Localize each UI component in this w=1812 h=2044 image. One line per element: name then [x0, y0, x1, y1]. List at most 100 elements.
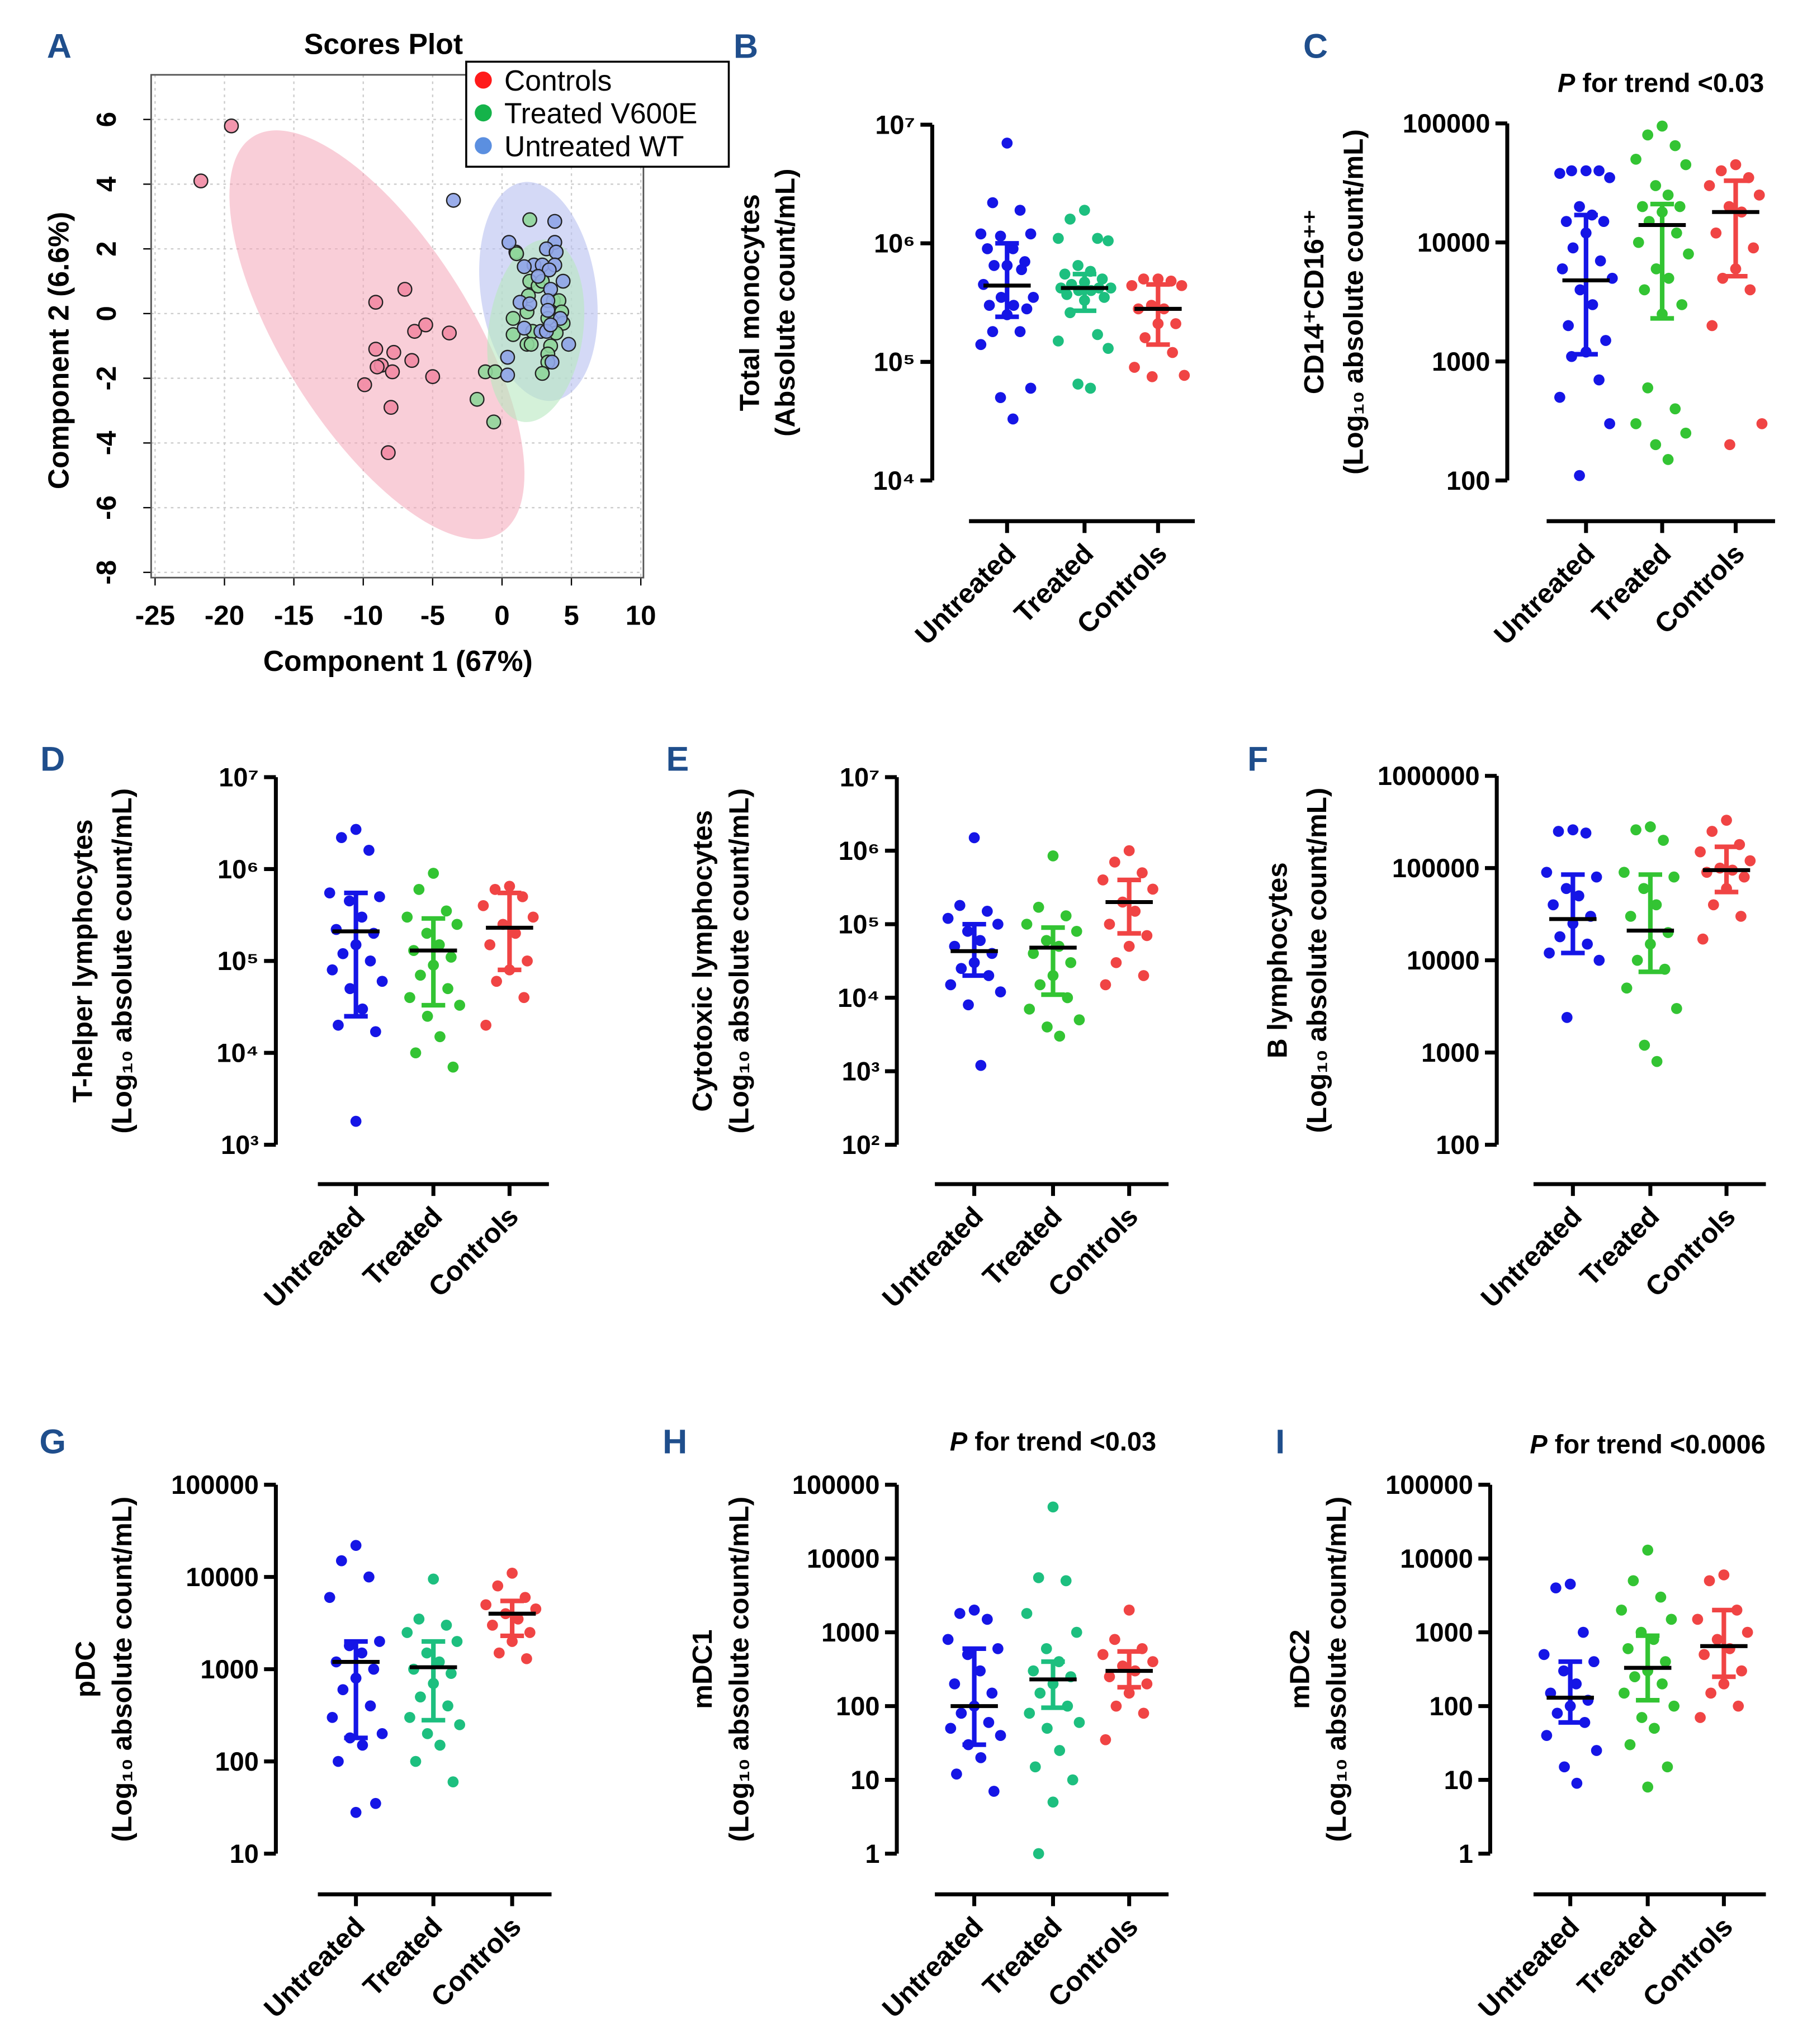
panel-a-scores-plot: A Scores Plot-25 -20 -15 -10 -5 0 5 10-8-6-4-202…	[42, 27, 730, 677]
data-point	[988, 1786, 1000, 1797]
y-tick-label: 100	[1430, 1691, 1473, 1721]
plot-frame	[150, 74, 645, 579]
data-point	[1554, 931, 1565, 943]
data-point	[1078, 205, 1090, 216]
group-controls	[477, 881, 539, 1031]
data-point	[363, 1571, 375, 1583]
group-treated	[1630, 120, 1694, 465]
y-axis-label: mDC1	[687, 1629, 718, 1709]
data-point	[350, 1115, 362, 1127]
data-point	[962, 1649, 973, 1660]
data-point-treated-v600e	[523, 337, 539, 352]
data-point	[1129, 362, 1140, 373]
y-tick-label: 10²	[842, 1130, 880, 1160]
data-point	[1660, 1656, 1671, 1668]
data-point	[1588, 1656, 1600, 1668]
y-tick-label: 1000	[821, 1617, 879, 1647]
y-tick-label: 10000	[1407, 945, 1480, 975]
data-point	[1642, 382, 1654, 394]
data-point-treated-v600e	[486, 414, 502, 430]
data-point	[995, 392, 1006, 404]
legend-marker	[475, 137, 492, 154]
data-point	[1073, 1717, 1085, 1728]
data-point	[1551, 1707, 1563, 1719]
data-point	[1668, 1700, 1680, 1712]
group-controls	[480, 1567, 542, 1664]
y-tick-label: 10⁴	[216, 1038, 258, 1068]
data-point	[1638, 883, 1649, 895]
data-point	[1676, 299, 1688, 310]
data-point	[992, 1643, 1004, 1654]
p-for-trend-annotation: P for trend <0.03	[950, 1427, 1156, 1456]
data-point	[1578, 1626, 1589, 1638]
data-point	[1092, 233, 1103, 244]
panel-letter: A	[47, 27, 72, 65]
data-point	[1014, 326, 1026, 338]
data-point-untreated-wt	[522, 296, 537, 311]
data-point	[1580, 165, 1592, 177]
data-point	[368, 1663, 380, 1675]
data-point	[1040, 935, 1052, 947]
data-point	[357, 1003, 368, 1015]
data-point	[492, 1580, 504, 1592]
data-point	[1179, 370, 1190, 381]
panel-letter: E	[666, 740, 689, 778]
data-point	[982, 243, 993, 254]
data-point	[1100, 979, 1111, 991]
y-axis-label: Total monocytes	[735, 194, 765, 411]
data-point	[401, 911, 413, 923]
y-tick-label: 10000	[1417, 228, 1491, 257]
data-point	[1636, 201, 1648, 212]
data-point	[1060, 910, 1072, 921]
data-point	[370, 1026, 381, 1038]
y-tick-label: 10⁷	[219, 763, 259, 792]
y-tick-label: 10³	[842, 1056, 880, 1086]
y-tick-label: 10⁶	[217, 854, 259, 884]
group-treated	[1021, 1501, 1085, 1860]
data-point	[1541, 1730, 1553, 1741]
data-point	[1021, 303, 1033, 315]
data-point	[357, 1739, 368, 1751]
y-tick-label: 1000000	[1378, 761, 1480, 791]
data-point	[1558, 1665, 1569, 1677]
data-point	[1167, 347, 1179, 358]
data-point	[1711, 1634, 1723, 1645]
data-point-untreated-wt	[561, 337, 576, 352]
data-point-untreated-wt	[501, 235, 517, 250]
data-point	[1556, 263, 1568, 275]
data-point	[1710, 227, 1722, 239]
data-point-controls	[425, 369, 441, 385]
data-point	[1047, 1501, 1059, 1513]
data-point	[433, 1656, 445, 1668]
data-point	[1033, 901, 1044, 913]
data-point	[1699, 1649, 1710, 1660]
data-point	[1563, 320, 1574, 332]
data-point	[995, 986, 1006, 998]
data-point	[433, 939, 445, 950]
data-point	[1034, 979, 1046, 991]
group-untreated	[975, 138, 1039, 425]
y-tick-label: 10³	[221, 1130, 259, 1160]
data-point	[447, 1061, 459, 1073]
y-tick-label: 100000	[792, 1470, 880, 1499]
data-point	[974, 935, 986, 947]
data-point	[337, 948, 349, 959]
legend-label: Controls	[504, 64, 612, 97]
data-point	[1619, 1687, 1630, 1699]
y-tick-label: 6	[91, 112, 122, 127]
data-point	[1072, 378, 1084, 390]
data-point	[1104, 919, 1115, 930]
data-point-controls	[381, 445, 396, 461]
data-point	[1642, 1781, 1654, 1793]
data-point	[986, 1687, 998, 1699]
group-controls	[1097, 1605, 1158, 1745]
data-point	[1600, 335, 1611, 346]
data-point	[968, 832, 980, 844]
data-point-treated-v600e	[522, 212, 537, 228]
data-point	[521, 1653, 532, 1664]
data-point	[1025, 228, 1037, 240]
y-tick-label: 10⁵	[874, 347, 915, 377]
legend-box	[465, 60, 730, 168]
y-tick-label: 10⁵	[838, 910, 879, 939]
